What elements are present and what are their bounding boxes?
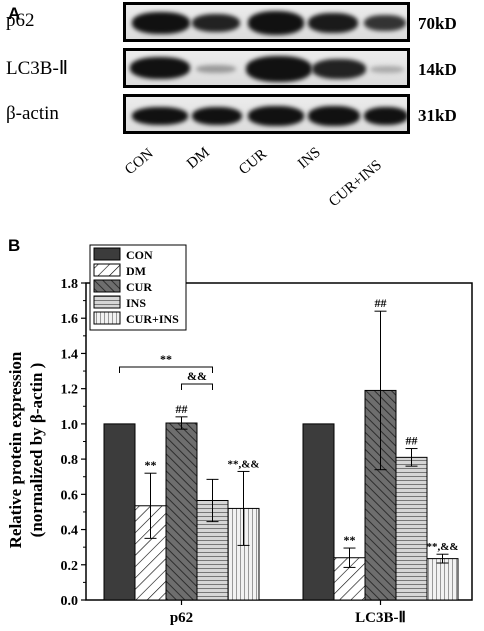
legend-swatch xyxy=(93,247,121,261)
significance-label: ** xyxy=(145,458,157,472)
y-tick-label: 0.4 xyxy=(61,524,79,539)
lane-label-cur-ins: CUR+INS xyxy=(326,157,385,211)
legend-entry: CUR+INS xyxy=(126,312,179,326)
significance-label: **,&& xyxy=(227,458,259,470)
y-tick-label: 0.6 xyxy=(61,488,79,503)
significance-label: ## xyxy=(406,434,418,448)
bars-group xyxy=(103,310,459,601)
axes: 0.0 0.2 0.4 0.6 0.8 1.0 1.2 1.4 1.6 1.8 p62 LC3B-Ⅱ xyxy=(61,277,473,626)
lane-label-cur: CUR xyxy=(236,146,270,179)
panel-a-label: A xyxy=(8,4,21,23)
bracket-line xyxy=(181,383,213,390)
y-tick-label: 0.8 xyxy=(61,453,79,468)
legend: CON DM CUR INS CUR+INS xyxy=(89,244,187,331)
y-tick-label: 1.6 xyxy=(61,312,79,327)
y-tick-label: 1.8 xyxy=(61,277,79,292)
bracket-label: && xyxy=(187,369,207,383)
blot-p62 xyxy=(123,2,410,42)
x-tick-label: p62 xyxy=(170,610,193,626)
legend-swatch xyxy=(93,279,121,293)
y-tick-label: 1.4 xyxy=(61,347,79,362)
y-axis-title: Relative protein expression xyxy=(6,351,25,548)
legend-swatch xyxy=(93,311,121,325)
significance-label: ** xyxy=(344,533,356,547)
size-label-70kd: 70kD xyxy=(418,14,457,33)
significance-label: ## xyxy=(375,296,387,310)
legend-entry: DM xyxy=(126,264,146,278)
lane-label-con: CON xyxy=(122,145,157,179)
bar xyxy=(426,558,459,601)
bracket-label: ** xyxy=(160,352,172,366)
y-tick-label: 0.0 xyxy=(61,594,79,609)
blot-label-p62: p62 xyxy=(6,10,35,31)
significance-bracket: && xyxy=(181,369,213,390)
annotations-group: ** ** ## ## ## **,&& **,&& ** && xyxy=(119,296,459,553)
legend-entry: CUR xyxy=(126,280,152,294)
y-tick-label: 0.2 xyxy=(61,559,79,574)
blot-actin xyxy=(123,94,410,134)
legend-swatch xyxy=(93,295,121,309)
size-label-14kd: 14kD xyxy=(418,60,457,79)
bracket-line xyxy=(119,366,213,373)
legend-entry: CON xyxy=(126,248,153,262)
y-tick-label: 1.2 xyxy=(61,383,79,398)
lane-label-ins: INS xyxy=(295,144,324,173)
significance-label: **,&& xyxy=(426,541,458,553)
size-label-31kd: 31kD xyxy=(418,106,457,125)
legend-swatch xyxy=(93,263,121,277)
bar xyxy=(165,422,198,601)
bar xyxy=(395,456,428,601)
bar-chart: Relative protein expression (normalized … xyxy=(6,244,473,626)
significance-label: ## xyxy=(176,402,188,416)
bar xyxy=(302,423,335,601)
y-tick-label: 1.0 xyxy=(61,418,79,433)
panel-b-label: B xyxy=(8,236,21,255)
legend-entry: INS xyxy=(126,296,146,310)
y-axis-subtitle: (normalized by β-actin ) xyxy=(27,363,46,538)
blot-label-actin: β-actin xyxy=(6,103,59,124)
blot-lc3b xyxy=(123,48,410,88)
blot-label-lc3b: LC3B-Ⅱ xyxy=(6,58,69,79)
x-tick-label: LC3B-Ⅱ xyxy=(355,610,406,626)
significance-bracket: ** xyxy=(119,352,213,373)
lane-label-dm: DM xyxy=(184,144,213,173)
bar xyxy=(103,423,136,601)
